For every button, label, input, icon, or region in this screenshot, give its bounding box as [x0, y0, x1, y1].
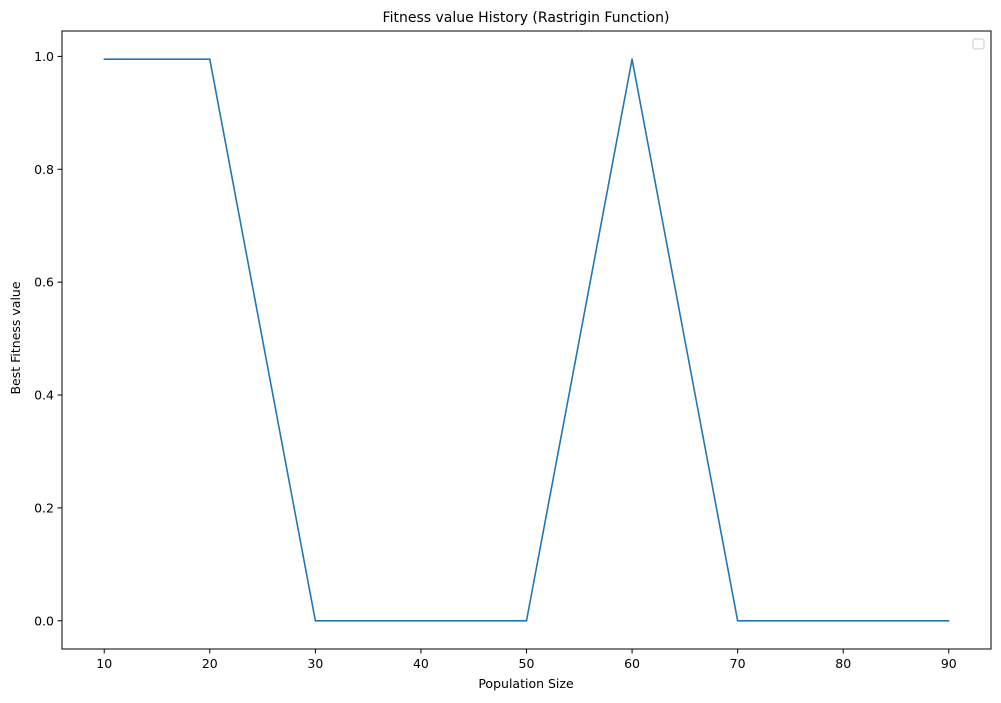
- x-tick-label: 10: [96, 656, 112, 671]
- y-tick-label: 0.4: [34, 388, 54, 403]
- y-axis-label: Best Fitness value: [8, 281, 23, 394]
- series-line: [104, 58, 949, 622]
- chart-title: Fitness value History (Rastrigin Functio…: [383, 10, 670, 26]
- data-point: [103, 58, 106, 61]
- x-tick-label: 50: [519, 656, 535, 671]
- x-tick-label: 70: [730, 656, 746, 671]
- x-tick-label: 90: [941, 656, 957, 671]
- x-tick-label: 30: [307, 656, 323, 671]
- y-tick-label: 0.2: [34, 500, 54, 515]
- data-point: [947, 619, 950, 622]
- data-point: [842, 619, 845, 622]
- data-point: [314, 619, 317, 622]
- plot-frame: [61, 30, 992, 650]
- x-tick-label: 20: [202, 656, 218, 671]
- y-tick-label: 0.0: [34, 613, 54, 628]
- y-tick-label: 1.0: [34, 49, 54, 64]
- x-tick-label: 40: [413, 656, 429, 671]
- data-point: [631, 58, 633, 61]
- y-tick-label: 0.6: [34, 275, 54, 290]
- data-point: [525, 619, 528, 622]
- data-point: [420, 619, 422, 622]
- x-tick-label: 60: [624, 656, 640, 671]
- x-tick-label: 80: [835, 656, 851, 671]
- y-tick-label: 0.8: [34, 162, 54, 177]
- legend-box: [972, 38, 985, 50]
- plot-area: 10 20 30 40 50 60 70 80 90 0.0 0.2 0.4 0.6 0.8 1.0: [34, 30, 992, 671]
- data-point: [736, 619, 739, 622]
- data-point: [208, 58, 211, 61]
- x-axis-label: Population Size: [478, 676, 574, 691]
